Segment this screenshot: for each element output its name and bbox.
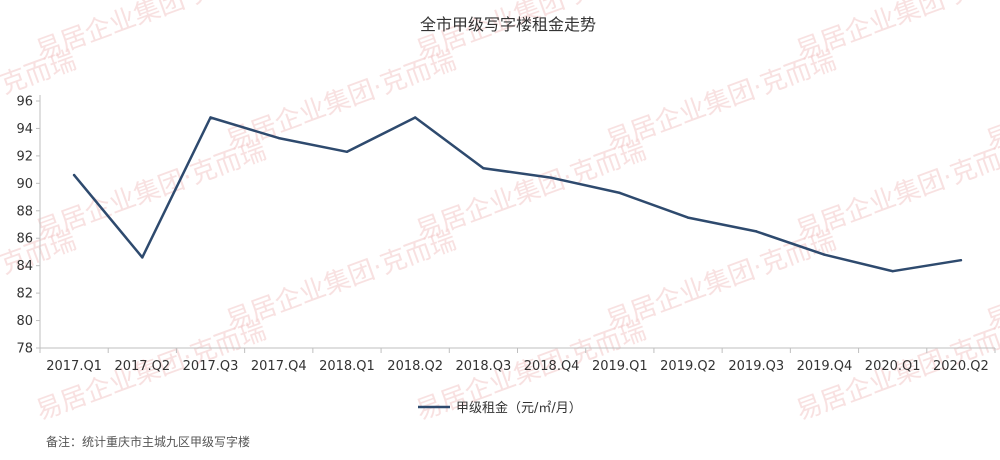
y-tick-label: 92: [16, 149, 33, 164]
x-tick-label: 2018.Q2: [387, 359, 443, 374]
data-point: [209, 116, 212, 119]
y-tick-label: 94: [16, 122, 33, 137]
data-point: [686, 216, 690, 219]
data-point: [72, 173, 76, 177]
x-tick-label: 2017.Q2: [114, 359, 170, 374]
x-tick-label: 2020.Q2: [933, 359, 989, 374]
x-tick-label: 2017.Q3: [183, 359, 239, 374]
y-tick-label: 82: [16, 287, 33, 302]
data-point: [345, 150, 349, 153]
data-point: [413, 116, 417, 119]
data-point: [891, 269, 894, 273]
y-tick-label: 96: [16, 95, 33, 110]
series-line: [72, 116, 963, 273]
data-point: [482, 167, 485, 170]
data-point: [277, 136, 280, 140]
y-tick-label: 78: [16, 342, 33, 357]
watermark-text: 易居企业集团·克而瑞: [982, 226, 1000, 337]
y-tick-label: 84: [16, 259, 33, 274]
y-tick-label: 80: [16, 314, 33, 329]
data-point: [823, 253, 826, 256]
axes: 78 80 82 84 86 88 90 92 94 96 2017.Q1 2017.Q2 2017.Q…: [16, 95, 996, 374]
x-tick-label: 2017.Q4: [251, 359, 307, 374]
footnote: 备注：统计重庆市主城九区甲级写字楼: [46, 434, 250, 449]
x-tick-label: 2020.Q1: [865, 359, 921, 374]
watermark-text: 易居企业集团·克而瑞: [982, 46, 1000, 157]
data-point: [618, 191, 622, 195]
data-point: [755, 230, 758, 233]
y-tick-label: 88: [16, 204, 33, 219]
data-point: [141, 256, 144, 259]
plot-area: [72, 116, 963, 273]
x-tick-label: 2019.Q1: [592, 359, 648, 374]
data-point: [959, 258, 963, 262]
legend-label: 甲级租金（元/㎡/月）: [456, 400, 582, 416]
y-tick-label: 90: [16, 177, 33, 192]
x-tick-label: 2019.Q4: [797, 359, 853, 374]
x-tick-label: 2018.Q1: [319, 359, 375, 374]
legend: 甲级租金（元/㎡/月）: [418, 400, 582, 416]
x-tick-label: 2019.Q2: [660, 359, 716, 374]
x-tick-label: 2018.Q3: [456, 359, 512, 374]
x-tick-label: 2018.Q4: [524, 359, 580, 374]
x-tick-label: 2017.Q1: [46, 359, 102, 374]
y-tick-label: 86: [16, 232, 33, 247]
data-point: [550, 176, 553, 180]
chart-title: 全市甲级写字楼租金走势: [420, 15, 596, 34]
x-tick-label: 2019.Q3: [728, 359, 784, 374]
